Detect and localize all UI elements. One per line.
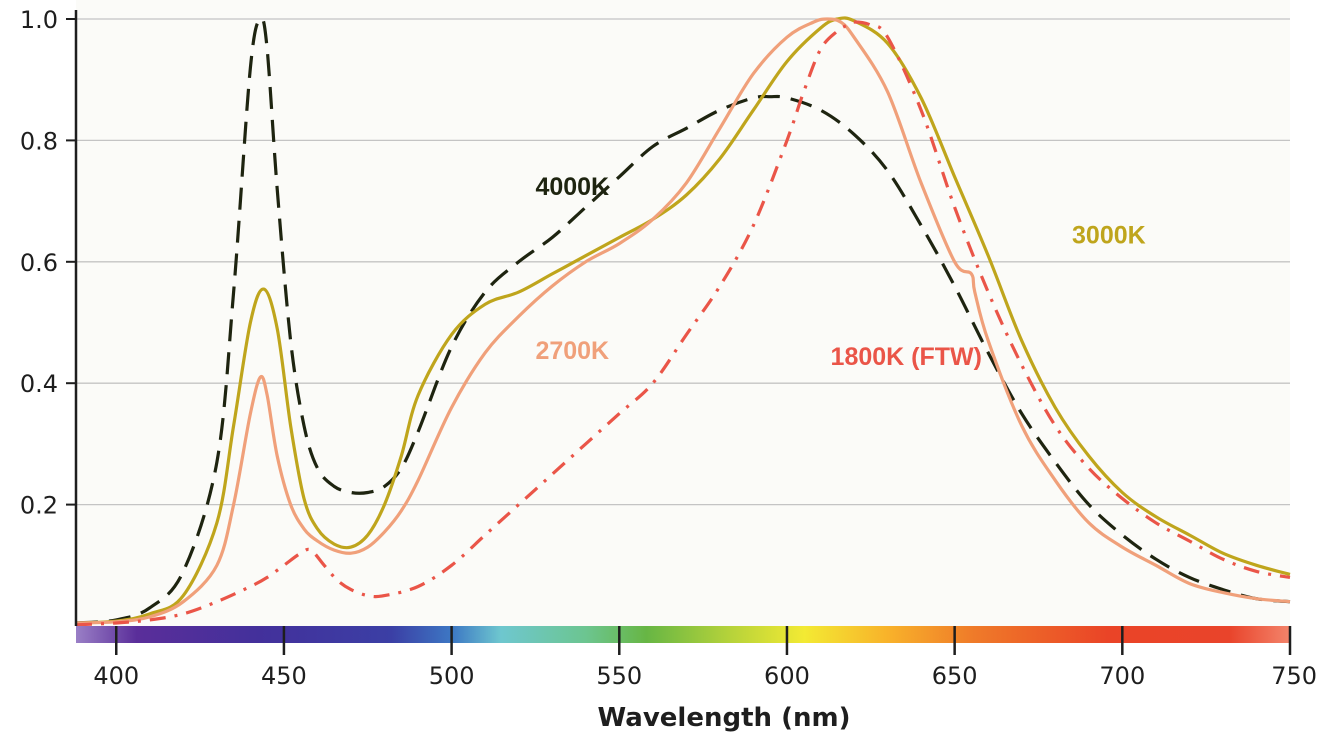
series-label-4000k: 4000K	[535, 173, 609, 201]
x-tick-label: 450	[261, 662, 307, 690]
series-label-2700k: 2700K	[535, 337, 609, 365]
spectrum-bar	[76, 626, 1290, 643]
series-line-3000k	[75, 16, 1291, 625]
x-tick-label: 700	[1099, 662, 1145, 690]
x-tick-label: 550	[596, 662, 642, 690]
x-tick-label: 750	[1271, 662, 1317, 690]
x-axis-title: Wavelength (nm)	[598, 703, 851, 733]
series-line-2700k	[75, 17, 1291, 625]
series-label-3000k: 3000K	[1072, 222, 1146, 250]
axes: 0.2 0.4 0.6 0.8 1.0 400 450 500 550 600 650 700 750	[20, 6, 1317, 690]
plot-background	[76, 0, 1290, 626]
y-tick-label: 0.4	[20, 370, 58, 398]
y-tick-label: 0.2	[20, 492, 58, 520]
series-label-1800k-ftw: 1800K (FTW)	[831, 343, 982, 371]
x-tick-label: 650	[932, 662, 978, 690]
series-lines	[75, 16, 1291, 627]
x-tick-label: 500	[429, 662, 475, 690]
series-labels: 4000K 3000K 2700K 1800K (FTW)	[535, 173, 1145, 371]
x-tick-label: 600	[764, 662, 810, 690]
x-tick-label: 400	[93, 662, 139, 690]
y-tick-label: 0.8	[20, 127, 58, 155]
y-tick-label: 0.6	[20, 249, 58, 277]
series-line-4000k	[75, 16, 1291, 625]
series-line-1800k-ftw	[75, 20, 1291, 627]
y-tick-label: 1.0	[20, 6, 58, 34]
